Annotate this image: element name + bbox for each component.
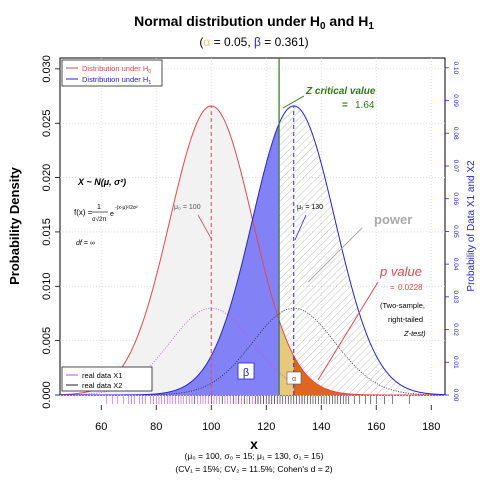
svg-text:β: β <box>243 367 249 379</box>
h1-curve <box>60 105 445 395</box>
svg-text:1: 1 <box>97 204 101 211</box>
p-value-value: 0.0228 <box>398 283 423 292</box>
real-data-x2-density <box>60 307 445 395</box>
y-left-tick-label: 0.020 <box>41 164 53 192</box>
chart-title: Normal distribution under H0 and H1 <box>134 13 374 32</box>
power-pointer <box>307 227 363 283</box>
test-note-3: Z-test) <box>403 329 426 338</box>
alpha-box: α <box>286 371 302 385</box>
x-tick-label: 180 <box>422 421 440 433</box>
legend-x2-label: real data X2 <box>82 381 122 390</box>
y-left-tick-label: 0.005 <box>41 327 53 355</box>
x-tick-label: 120 <box>257 421 275 433</box>
footer-line-2: (CV₁ = 15%; CV₂ = 11.5%; Cohen's d = 2) <box>175 464 332 474</box>
y-left-tick-label: 0.025 <box>41 109 53 137</box>
mu0-label: μ₀ = 100 <box>174 204 201 211</box>
formula-density: f(x) = <box>74 208 93 217</box>
mu1-label: μ₁ = 130 <box>297 204 323 211</box>
area-fills <box>60 105 445 395</box>
z-critical-value: 1.64 <box>355 100 375 111</box>
x-tick-label: 160 <box>367 421 385 433</box>
formula-fraction: 1 σ√2π e -(x-μ)²/2σ² <box>92 204 138 223</box>
beta-area <box>60 123 280 395</box>
svg-text:α: α <box>292 376 296 383</box>
x-axis-label: x <box>250 436 258 452</box>
y-right-tick-label: 0.06 <box>452 192 459 205</box>
p-value-area <box>293 355 445 395</box>
y-right-tick-label: 0.00 <box>452 389 459 402</box>
svg-text:σ√2π: σ√2π <box>92 216 106 223</box>
x-axis: 60 80 100 120 140 160 180 <box>95 405 440 433</box>
footer-line-1: (μ₀ = 100, σ₀ = 15; μ₁ = 130, σ₁ = 15) <box>185 451 324 461</box>
y-left-tick-label: 0.010 <box>41 273 53 301</box>
y-axis-right-label: Probability of Data X1 and X2 <box>466 160 477 292</box>
z-critical-title: Z critical value <box>305 86 376 97</box>
y-right-tick-label: 0.01 <box>452 356 459 369</box>
y-left-tick-label: 0.030 <box>41 55 53 83</box>
y-right-tick-label: 0.04 <box>452 258 459 271</box>
h0-acceptance-area <box>60 105 280 395</box>
z-critical-annotation: Z critical value = 1.64 <box>282 86 376 111</box>
power-label: power <box>374 212 412 227</box>
legend-h0-label: Distribution under H0 <box>82 64 151 75</box>
x-tick-label: 140 <box>312 421 330 433</box>
formula-distribution: X ~ N(μ, σ²) <box>77 177 126 187</box>
y-right-tick-label: 0.03 <box>452 291 459 304</box>
mu0-pointer <box>197 214 213 241</box>
p-value-annotation: p value = 0.0228 (Two-sample, right-tail… <box>317 264 426 381</box>
test-note-1: (Two-sample, <box>380 301 425 310</box>
legend-bottom: real data X1 real data X2 <box>61 366 153 392</box>
y-right-tick-label: 0.08 <box>452 127 459 140</box>
mu1-pointer <box>294 214 307 241</box>
p-value-equals: = <box>390 283 395 292</box>
y-left-tick-label: 0.015 <box>41 218 53 246</box>
p-value-title: p value <box>379 264 422 279</box>
chart-subtitle: (α = 0.05, β = 0.361) <box>199 35 308 49</box>
power-annotation: power <box>307 212 412 283</box>
y-axis-right: 0.00 0.01 0.02 0.03 0.04 0.05 0.06 0.07 0.08 0.09… <box>445 61 459 402</box>
legend-h1-label: Distribution under H1 <box>82 75 151 86</box>
svg-text:e: e <box>110 211 114 218</box>
legend-top: Distribution under H0 Distribution under… <box>61 59 163 87</box>
y-right-tick-label: 0.10 <box>452 61 459 74</box>
legend-x1-label: real data X1 <box>82 371 122 380</box>
y-left-tick-label: 0.000 <box>41 381 53 409</box>
y-right-tick-label: 0.05 <box>452 225 459 238</box>
p-value-pointer <box>317 281 379 381</box>
y-right-tick-label: 0.09 <box>452 94 459 107</box>
y-axis-left: 0.000 0.005 0.010 0.015 0.020 0.025 0.030 <box>41 55 60 409</box>
y-axis-left-label: Probability Density <box>7 166 22 285</box>
test-note-2: right-tailed <box>388 315 423 324</box>
x-tick-label: 60 <box>95 421 107 433</box>
svg-text:-(x-μ)²/2σ²: -(x-μ)²/2σ² <box>115 205 138 211</box>
power-area <box>279 105 445 395</box>
rug-marks <box>106 396 410 404</box>
x-tick-label: 100 <box>202 421 220 433</box>
y-right-tick-label: 0.02 <box>452 323 459 336</box>
z-critical-pointer <box>282 95 305 109</box>
beta-box: β <box>237 362 255 380</box>
x-tick-label: 80 <box>150 421 162 433</box>
y-right-tick-label: 0.07 <box>452 160 459 173</box>
formula-df: df = ∞ <box>76 240 95 247</box>
z-critical-equals: = <box>342 100 348 111</box>
